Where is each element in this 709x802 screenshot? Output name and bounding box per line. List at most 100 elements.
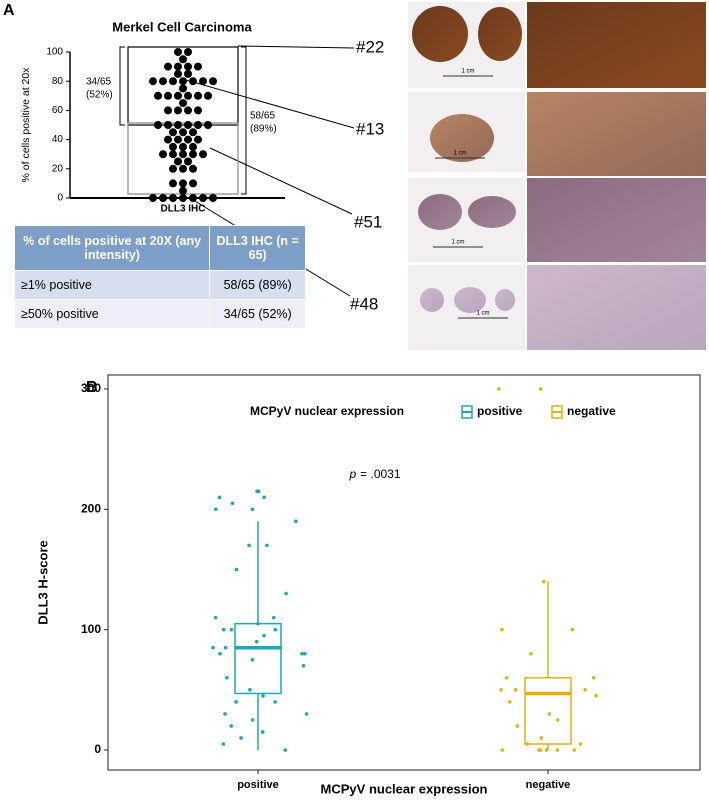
point <box>504 676 509 680</box>
tissue <box>478 7 522 61</box>
point <box>223 712 227 716</box>
dot <box>199 194 207 202</box>
point <box>260 730 265 734</box>
tissue <box>454 287 486 313</box>
dot <box>164 91 172 100</box>
point <box>555 718 560 722</box>
tissue <box>468 196 516 228</box>
table-cell: 34/65 (52%) <box>209 299 306 329</box>
point <box>273 627 277 632</box>
scale-bars <box>433 75 508 319</box>
dot <box>179 179 187 188</box>
point <box>221 627 226 632</box>
dot <box>179 186 187 195</box>
dot <box>164 135 172 144</box>
dot <box>174 157 182 166</box>
point <box>591 676 596 680</box>
dot <box>169 142 177 151</box>
dot <box>169 179 177 188</box>
point <box>500 748 505 752</box>
x-tick-label: negative <box>526 779 571 791</box>
point <box>214 507 218 512</box>
annotation: (52%) <box>86 90 113 101</box>
y-tick-label: 0 <box>57 193 63 204</box>
point <box>262 495 266 500</box>
y-tick-label: 20 <box>52 163 64 174</box>
dot <box>159 194 167 202</box>
point <box>578 742 583 746</box>
y-tick-label: 100 <box>81 622 101 636</box>
scale-label: 1 cm <box>453 151 466 157</box>
dot <box>204 91 212 100</box>
point <box>500 627 504 632</box>
dot <box>184 62 192 71</box>
legend-title: MCPyV nuclear expression <box>250 404 404 418</box>
dot <box>174 106 182 115</box>
point <box>213 615 218 620</box>
dot <box>179 128 187 137</box>
point <box>230 501 235 506</box>
annotation-text: = .0031 <box>360 467 401 481</box>
dot <box>184 91 192 100</box>
table-cell: ≥50% positive <box>13 299 211 329</box>
point <box>218 651 222 656</box>
dot <box>169 150 177 159</box>
dot <box>189 179 197 188</box>
panel-label: B <box>86 379 98 396</box>
dot <box>174 69 182 78</box>
dot <box>149 77 157 86</box>
tissue <box>495 289 515 311</box>
point <box>541 579 546 584</box>
dot <box>164 62 172 71</box>
scale-label: 1 cm <box>461 69 474 75</box>
chart-title: Merkel Cell Carcinoma <box>112 19 252 34</box>
slide-detail <box>527 92 706 176</box>
dot <box>184 135 192 144</box>
point <box>223 645 228 650</box>
dot <box>174 48 182 56</box>
dot <box>209 77 217 86</box>
annotation: (89%) <box>250 124 277 135</box>
dot <box>154 91 162 100</box>
box <box>524 677 572 745</box>
annotation: p = .0031 <box>348 467 400 481</box>
point <box>513 688 518 692</box>
point <box>594 694 598 698</box>
dot <box>189 194 197 202</box>
slide-detail <box>527 2 706 88</box>
dot <box>194 106 202 115</box>
dot <box>179 55 187 64</box>
point <box>529 651 533 656</box>
summary-table: % of cells positive at 20X (any intensit… <box>13 225 306 329</box>
dot <box>194 62 202 71</box>
legend-label: negative <box>567 404 616 418</box>
point <box>256 621 260 626</box>
dot <box>184 48 192 56</box>
point <box>538 387 543 391</box>
dot <box>169 194 177 202</box>
table-cell: 58/65 (89%) <box>209 270 306 300</box>
point <box>284 591 288 596</box>
scale-label: 1 cm <box>451 240 464 246</box>
dot <box>179 84 187 93</box>
case-label: #22 <box>356 37 384 56</box>
point <box>300 651 304 656</box>
x-tick-label: positive <box>237 779 279 791</box>
dot <box>189 77 197 86</box>
panel-label: A <box>3 2 15 19</box>
dot <box>184 157 192 166</box>
tissue-images: 1 cm 1 cm 1 cm 1 cm <box>408 2 706 350</box>
point <box>572 748 577 752</box>
point <box>544 748 549 752</box>
point <box>273 700 277 704</box>
point <box>225 676 229 680</box>
y-tick-label: 40 <box>52 134 64 145</box>
dot <box>154 121 162 129</box>
dot <box>184 106 192 115</box>
bracket <box>119 46 125 126</box>
y-tick-label: 200 <box>81 501 101 515</box>
tissue <box>420 288 444 312</box>
point <box>239 736 243 740</box>
y-axis-label: % of cells positive at 20x <box>20 67 32 183</box>
